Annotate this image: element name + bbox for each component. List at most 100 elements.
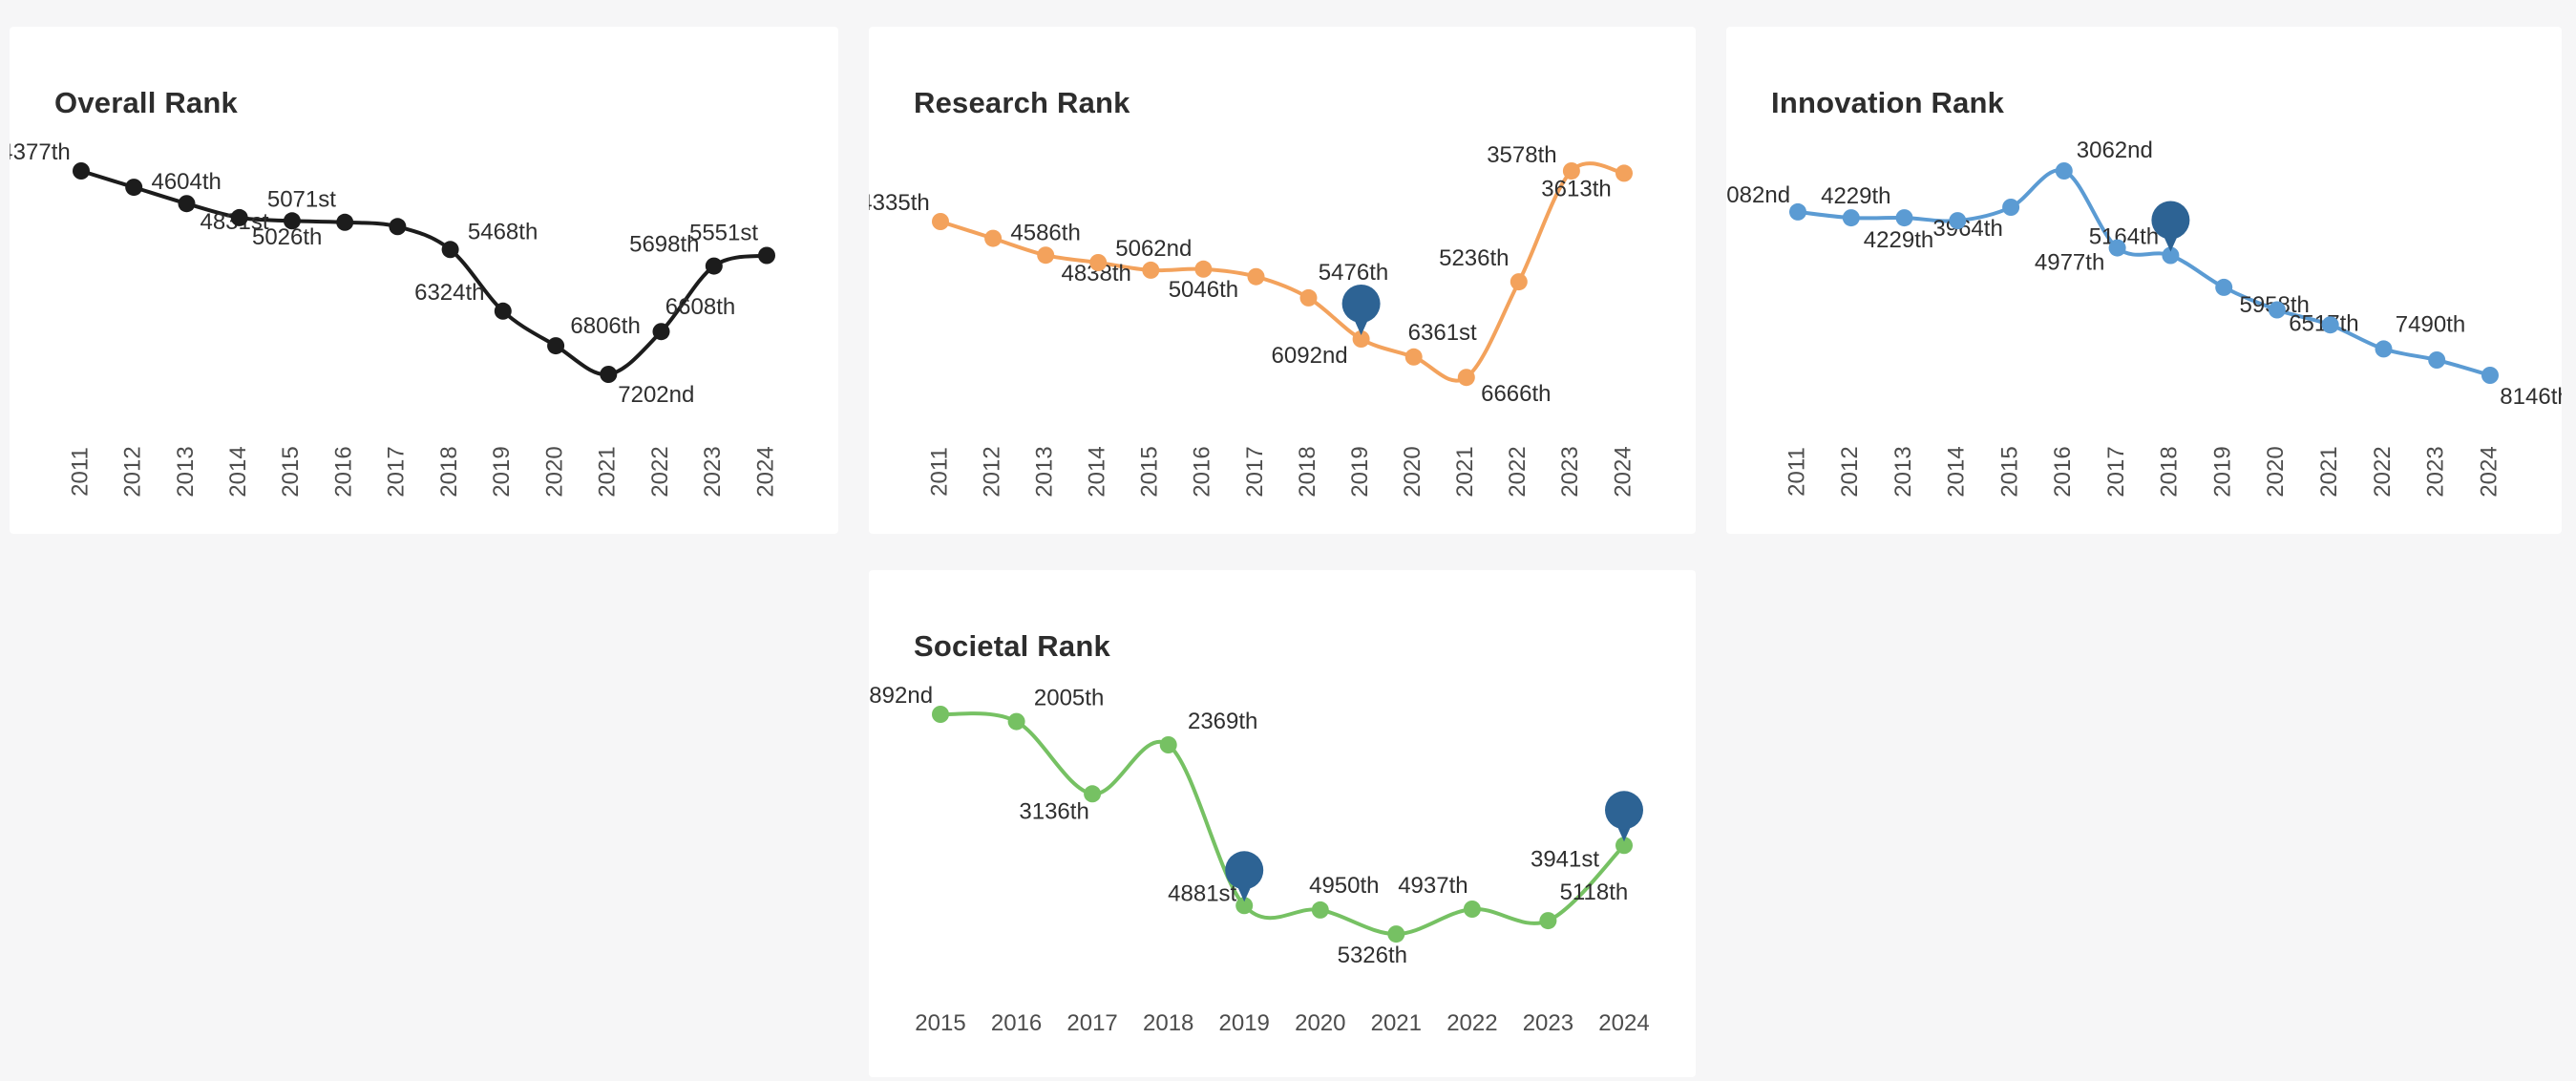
x-tick-2013: 2013 [1032, 446, 1058, 497]
data-point-2022[interactable] [1463, 901, 1481, 918]
data-point-2020[interactable] [547, 337, 565, 355]
data-point-2017[interactable] [2108, 239, 2126, 257]
data-point-2015[interactable] [2002, 199, 2020, 216]
data-point-2024[interactable] [1615, 164, 1633, 182]
data-point-2019[interactable] [2215, 278, 2233, 296]
data-label-2020: 6361st [1408, 320, 1477, 346]
data-point-2017[interactable] [1247, 267, 1265, 286]
data-point-2011[interactable] [932, 213, 949, 230]
data-label-2020: 6806th [570, 313, 640, 339]
chart-card-innovation-rank: Innovation Rank 2011 2012 2013 2014 2015 2016… [1726, 27, 2562, 534]
data-point-2023[interactable] [1562, 162, 1580, 180]
data-point-2012[interactable] [984, 229, 1003, 247]
data-point-2019[interactable] [1235, 897, 1254, 915]
x-axis: 2011 2012 2013 2014 2015 2016 2017 2018 2019 2020… [926, 446, 1636, 497]
data-point-2023[interactable] [1539, 912, 1557, 930]
series-line [939, 711, 1626, 937]
data-point-2016[interactable] [1194, 260, 1213, 278]
data-label-2018: 5476th [1319, 260, 1388, 286]
chart-title-research-rank: Research Rank [914, 86, 1130, 119]
data-point-2018[interactable] [1159, 736, 1177, 753]
chart-card-research-rank: Research Rank 2011 2012 2013 2014 2015 2016 20… [869, 27, 1696, 534]
x-tick-2016: 2016 [331, 446, 357, 497]
x-tick-2012: 2012 [120, 446, 146, 497]
data-point-2023[interactable] [705, 257, 723, 275]
data-point-2023[interactable] [2428, 351, 2446, 369]
x-tick-2024: 2024 [1610, 446, 1636, 497]
data-point-2018[interactable] [2162, 246, 2180, 265]
data-point-2021[interactable] [600, 366, 618, 383]
data-label-2012: 4586th [1010, 221, 1080, 246]
highlight-pin-icon[interactable] [1225, 851, 1264, 902]
data-point-2013[interactable] [178, 195, 196, 213]
societal-rank-line-chart: 2015 2016 2017 2018 2019 2020 2021 2022 2023 2024… [869, 683, 1650, 1036]
data-point-2022[interactable] [652, 323, 670, 341]
data-point-2013[interactable] [1895, 209, 1913, 227]
highlight-pin-icon[interactable] [1605, 791, 1643, 842]
x-tick-2020: 2020 [1400, 446, 1425, 497]
data-label-2015: 1892nd [869, 683, 933, 709]
data-point-2016[interactable] [1007, 712, 1025, 731]
x-tick-2016: 2016 [2050, 446, 2076, 497]
data-point-2019[interactable] [1352, 330, 1370, 348]
data-point-2013[interactable] [1037, 246, 1055, 265]
data-point-2021[interactable] [1387, 925, 1405, 943]
overall-rank-line-chart: 2011 2012 2013 2014 2015 2016 2017 2018 2019 2020… [10, 139, 778, 498]
data-label-2013: 4229th [1864, 227, 1933, 253]
x-tick-2015: 2015 [1996, 446, 2022, 497]
x-tick-2017: 2017 [1242, 446, 1268, 497]
data-point-2015[interactable] [1142, 261, 1160, 279]
data-label-2021: 6666th [1481, 381, 1551, 407]
data-point-2024[interactable] [1615, 837, 1633, 855]
data-label-2012: 4604th [151, 169, 221, 195]
data-labels: 4335th4586th4838th5062nd5046th5476th6092… [869, 142, 1612, 407]
chart-title-innovation-rank: Innovation Rank [1771, 86, 2005, 119]
data-point-2018[interactable] [441, 241, 459, 259]
data-point-2011[interactable] [1789, 202, 1806, 221]
data-point-2018[interactable] [1299, 288, 1318, 307]
data-point-2024[interactable] [758, 246, 775, 265]
data-point-2014[interactable] [230, 208, 248, 226]
x-axis: 2015 2016 2017 2018 2019 2020 2021 2022 2023 2024 [915, 1010, 1649, 1036]
data-point-2014[interactable] [1949, 212, 1967, 230]
x-tick-2017: 2017 [1066, 1010, 1117, 1036]
data-label-2022: 5236th [1439, 245, 1509, 271]
data-point-2016[interactable] [336, 213, 354, 231]
highlight-pin-icon[interactable] [1341, 285, 1381, 335]
data-label-2019: 4881st [1168, 880, 1236, 906]
data-point-2017[interactable] [389, 218, 407, 236]
data-point-2017[interactable] [1084, 785, 1102, 803]
data-point-2020[interactable] [1311, 901, 1329, 919]
data-point-2014[interactable] [1089, 254, 1108, 271]
x-tick-2021: 2021 [595, 446, 621, 497]
data-label-2022: 4937th [1398, 873, 1467, 899]
data-label-2012: 4229th [1821, 183, 1890, 209]
x-tick-2018: 2018 [1295, 446, 1320, 497]
data-point-2024[interactable] [2481, 367, 2499, 384]
data-point-2022[interactable] [1510, 273, 1528, 291]
x-tick-2016: 2016 [991, 1010, 1042, 1036]
data-point-2011[interactable] [73, 162, 90, 180]
data-point-2015[interactable] [283, 212, 301, 230]
data-point-2021[interactable] [2321, 316, 2339, 334]
highlight-pin-icon[interactable] [2151, 201, 2190, 252]
data-point-2020[interactable] [2268, 301, 2286, 319]
data-point-2020[interactable] [1404, 348, 1423, 366]
data-point-2016[interactable] [2055, 162, 2073, 180]
x-tick-2013: 2013 [173, 446, 199, 497]
data-point-2012[interactable] [1842, 209, 1860, 227]
data-label-2023: 3578th [1487, 142, 1556, 168]
x-tick-2023: 2023 [1557, 446, 1583, 497]
data-point-2022[interactable] [2375, 340, 2393, 358]
data-label-2022: 6608th [665, 294, 735, 320]
data-point-2012[interactable] [125, 179, 143, 197]
x-tick-2022: 2022 [647, 446, 673, 497]
x-tick-2021: 2021 [2316, 446, 2342, 497]
data-point-2021[interactable] [1457, 369, 1475, 387]
x-axis: 2011 2012 2013 2014 2015 2016 2017 2018 2019 2020… [1784, 446, 2502, 497]
data-point-2015[interactable] [932, 706, 949, 723]
data-point-2019[interactable] [494, 302, 512, 320]
